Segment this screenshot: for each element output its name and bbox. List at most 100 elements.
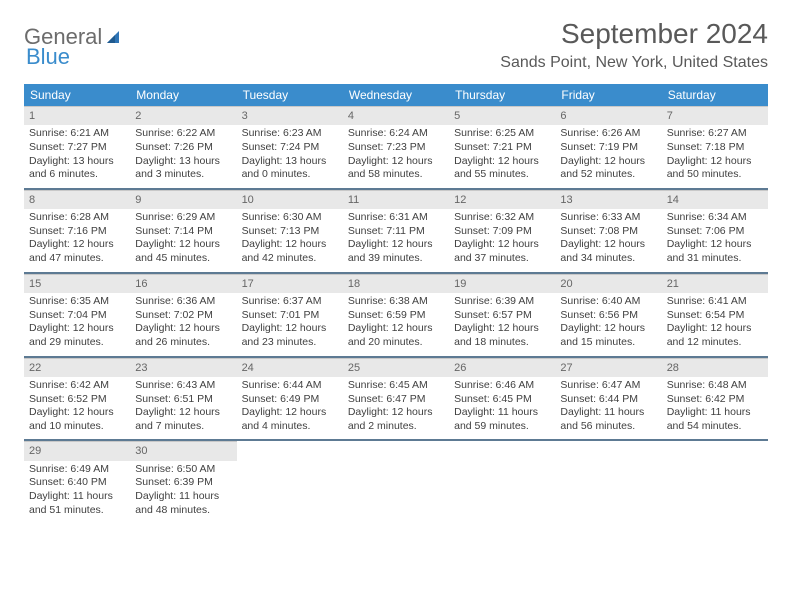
sunset-text: Sunset: 6:49 PM: [242, 393, 338, 407]
sunset-text: Sunset: 7:16 PM: [29, 225, 125, 239]
sunrise-text: Sunrise: 6:37 AM: [242, 295, 338, 309]
daylight-text: Daylight: 12 hours: [348, 406, 444, 420]
day-cell: 15Sunrise: 6:35 AMSunset: 7:04 PMDayligh…: [24, 274, 130, 356]
day-cell: 18Sunrise: 6:38 AMSunset: 6:59 PMDayligh…: [343, 274, 449, 356]
sunset-text: Sunset: 6:56 PM: [560, 309, 656, 323]
day-number: 10: [237, 191, 343, 209]
sunrise-text: Sunrise: 6:43 AM: [135, 379, 231, 393]
sunset-text: Sunset: 6:57 PM: [454, 309, 550, 323]
daylight-text: Daylight: 12 hours: [242, 322, 338, 336]
daylight-text: and 34 minutes.: [560, 252, 656, 266]
sunset-text: Sunset: 6:39 PM: [135, 476, 231, 490]
day-cell-empty: [237, 441, 343, 523]
daylight-text: Daylight: 13 hours: [135, 155, 231, 169]
day-cell: 20Sunrise: 6:40 AMSunset: 6:56 PMDayligh…: [555, 274, 661, 356]
month-title: September 2024: [500, 18, 768, 50]
sunset-text: Sunset: 7:21 PM: [454, 141, 550, 155]
weekday-header: Thursday: [449, 84, 555, 106]
day-number: 28: [662, 359, 768, 377]
daylight-text: Daylight: 13 hours: [29, 155, 125, 169]
sunrise-text: Sunrise: 6:23 AM: [242, 127, 338, 141]
daylight-text: Daylight: 12 hours: [135, 238, 231, 252]
sunrise-text: Sunrise: 6:48 AM: [667, 379, 763, 393]
day-number: 21: [662, 275, 768, 293]
day-cell: 11Sunrise: 6:31 AMSunset: 7:11 PMDayligh…: [343, 190, 449, 272]
sunset-text: Sunset: 6:44 PM: [560, 393, 656, 407]
daylight-text: Daylight: 12 hours: [29, 322, 125, 336]
daylight-text: Daylight: 11 hours: [560, 406, 656, 420]
daylight-text: and 56 minutes.: [560, 420, 656, 434]
sunset-text: Sunset: 6:54 PM: [667, 309, 763, 323]
daylight-text: and 20 minutes.: [348, 336, 444, 350]
sunset-text: Sunset: 7:18 PM: [667, 141, 763, 155]
day-number: 13: [555, 191, 661, 209]
sunset-text: Sunset: 7:13 PM: [242, 225, 338, 239]
sunset-text: Sunset: 6:45 PM: [454, 393, 550, 407]
day-number: 2: [130, 107, 236, 125]
weekday-header: Wednesday: [343, 84, 449, 106]
daylight-text: and 2 minutes.: [348, 420, 444, 434]
sunrise-text: Sunrise: 6:26 AM: [560, 127, 656, 141]
day-cell: 26Sunrise: 6:46 AMSunset: 6:45 PMDayligh…: [449, 358, 555, 440]
sunrise-text: Sunrise: 6:29 AM: [135, 211, 231, 225]
sunrise-text: Sunrise: 6:38 AM: [348, 295, 444, 309]
daylight-text: Daylight: 12 hours: [454, 238, 550, 252]
sunset-text: Sunset: 7:24 PM: [242, 141, 338, 155]
sunset-text: Sunset: 7:26 PM: [135, 141, 231, 155]
day-number: 4: [343, 107, 449, 125]
day-number: 27: [555, 359, 661, 377]
sunset-text: Sunset: 7:06 PM: [667, 225, 763, 239]
sunrise-text: Sunrise: 6:22 AM: [135, 127, 231, 141]
sunset-text: Sunset: 7:14 PM: [135, 225, 231, 239]
week-row: 8Sunrise: 6:28 AMSunset: 7:16 PMDaylight…: [24, 190, 768, 274]
day-number: 18: [343, 275, 449, 293]
sunrise-text: Sunrise: 6:39 AM: [454, 295, 550, 309]
week-row: 1Sunrise: 6:21 AMSunset: 7:27 PMDaylight…: [24, 106, 768, 190]
daylight-text: and 42 minutes.: [242, 252, 338, 266]
daylight-text: and 54 minutes.: [667, 420, 763, 434]
title-block: September 2024 Sands Point, New York, Un…: [500, 18, 768, 72]
day-number: 1: [24, 107, 130, 125]
daylight-text: and 26 minutes.: [135, 336, 231, 350]
daylight-text: Daylight: 12 hours: [667, 155, 763, 169]
daylight-text: Daylight: 12 hours: [667, 238, 763, 252]
day-cell: 1Sunrise: 6:21 AMSunset: 7:27 PMDaylight…: [24, 106, 130, 188]
day-cell: 29Sunrise: 6:49 AMSunset: 6:40 PMDayligh…: [24, 441, 130, 523]
day-cell-empty: [662, 441, 768, 523]
day-number: 11: [343, 191, 449, 209]
day-cell: 17Sunrise: 6:37 AMSunset: 7:01 PMDayligh…: [237, 274, 343, 356]
daylight-text: and 18 minutes.: [454, 336, 550, 350]
daylight-text: and 45 minutes.: [135, 252, 231, 266]
day-number: 8: [24, 191, 130, 209]
sunset-text: Sunset: 6:42 PM: [667, 393, 763, 407]
day-cell: 6Sunrise: 6:26 AMSunset: 7:19 PMDaylight…: [555, 106, 661, 188]
day-number: 14: [662, 191, 768, 209]
day-number: 15: [24, 275, 130, 293]
sunset-text: Sunset: 6:47 PM: [348, 393, 444, 407]
sunrise-text: Sunrise: 6:34 AM: [667, 211, 763, 225]
day-cell: 30Sunrise: 6:50 AMSunset: 6:39 PMDayligh…: [130, 441, 236, 523]
daylight-text: and 55 minutes.: [454, 168, 550, 182]
sunrise-text: Sunrise: 6:49 AM: [29, 463, 125, 477]
day-cell-empty: [449, 441, 555, 523]
week-row: 29Sunrise: 6:49 AMSunset: 6:40 PMDayligh…: [24, 441, 768, 523]
day-cell: 19Sunrise: 6:39 AMSunset: 6:57 PMDayligh…: [449, 274, 555, 356]
day-cell: 12Sunrise: 6:32 AMSunset: 7:09 PMDayligh…: [449, 190, 555, 272]
day-number: 9: [130, 191, 236, 209]
daylight-text: and 59 minutes.: [454, 420, 550, 434]
day-cell: 16Sunrise: 6:36 AMSunset: 7:02 PMDayligh…: [130, 274, 236, 356]
daylight-text: Daylight: 13 hours: [242, 155, 338, 169]
daylight-text: and 48 minutes.: [135, 504, 231, 518]
daylight-text: and 12 minutes.: [667, 336, 763, 350]
daylight-text: and 37 minutes.: [454, 252, 550, 266]
weekday-header-row: Sunday Monday Tuesday Wednesday Thursday…: [24, 84, 768, 106]
day-cell: 2 Sunrise: 6:22 AMSunset: 7:26 PMDaylight…: [130, 106, 236, 188]
daylight-text: Daylight: 12 hours: [242, 406, 338, 420]
daylight-text: and 29 minutes.: [29, 336, 125, 350]
day-number: 12: [449, 191, 555, 209]
sunset-text: Sunset: 6:59 PM: [348, 309, 444, 323]
daylight-text: Daylight: 12 hours: [29, 238, 125, 252]
day-cell: 4Sunrise: 6:24 AMSunset: 7:23 PMDaylight…: [343, 106, 449, 188]
day-cell: 27Sunrise: 6:47 AMSunset: 6:44 PMDayligh…: [555, 358, 661, 440]
sunrise-text: Sunrise: 6:41 AM: [667, 295, 763, 309]
